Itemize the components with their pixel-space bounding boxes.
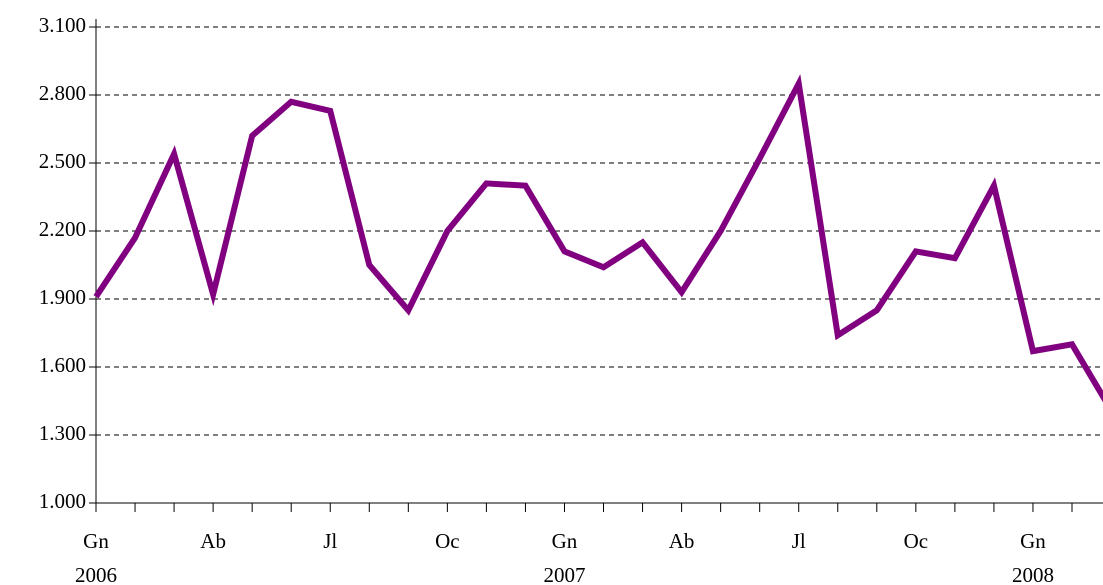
year-label: 2007 [543,563,585,585]
y-tick-label: 2.800 [39,81,86,105]
year-label: 2006 [75,563,117,585]
x-tick-label: Oc [904,529,929,553]
y-tick-label: 2.200 [39,217,86,241]
x-tick-label: Gn [83,529,109,553]
x-tick-label: Oc [435,529,460,553]
y-tick-label: 2.500 [39,149,86,173]
y-tick-label: 3.100 [39,13,86,37]
x-tick-label: Jl [323,529,337,553]
x-tick-label: Ab [200,529,226,553]
y-tick-label: 1.000 [39,489,86,513]
x-tick-label: Gn [1020,529,1046,553]
y-tick-label: 1.300 [39,421,86,445]
x-tick-label: Jl [792,529,806,553]
x-tick-label: Ab [669,529,695,553]
y-tick-label: 1.900 [39,285,86,309]
data-line [93,74,1103,403]
x-tick-label: Gn [552,529,578,553]
y-tick-label: 1.600 [39,353,86,377]
year-label: 2008 [1012,563,1054,585]
